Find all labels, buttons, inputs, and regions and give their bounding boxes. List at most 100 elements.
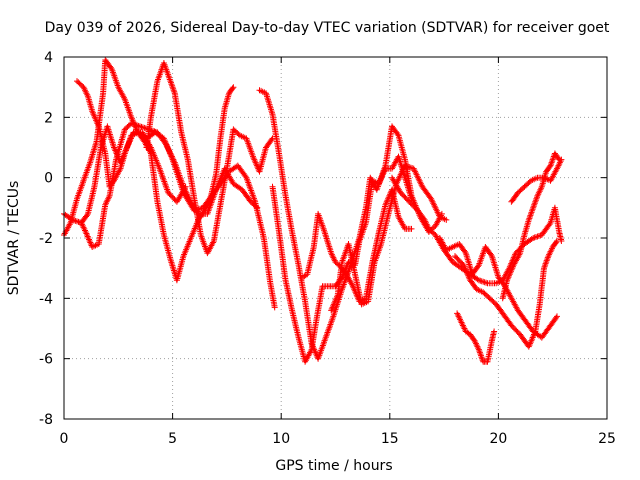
series-segment-markers (185, 158, 197, 201)
series-segment-markers (539, 323, 553, 340)
y-tick-label: 4 (44, 50, 53, 66)
series-segment-markers (500, 266, 512, 282)
series-segment-markers (116, 85, 127, 101)
series-segment-markers (494, 278, 505, 286)
series-segment-markers (454, 311, 464, 324)
series-segment-markers (384, 165, 394, 172)
y-tick-label: -6 (39, 352, 53, 368)
series-segment-markers (75, 79, 86, 89)
series-segment-markers (554, 158, 564, 171)
x-tick-label: 5 (168, 431, 177, 447)
x-tick-label: 25 (598, 431, 616, 447)
chart-title: Day 039 of 2026, Sidereal Day-to-day VTE… (45, 20, 610, 36)
series-segment-markers (428, 197, 442, 219)
x-tick-label: 0 (60, 431, 69, 447)
series-segment-markers (81, 161, 93, 182)
series-segment-markers (258, 87, 268, 96)
series-segment-markers (472, 339, 482, 352)
series-segment-markers (256, 146, 269, 173)
series-segment-markers (79, 221, 88, 234)
series-segment-markers (174, 254, 186, 282)
series-segment-markers (213, 137, 224, 176)
series-segment-markers (328, 251, 338, 264)
series-segment-markers (517, 233, 528, 255)
series-segment-markers (357, 221, 369, 243)
data-point-marker (254, 204, 261, 211)
series-segment-markers (168, 79, 178, 95)
series-segment-markers (81, 85, 91, 98)
series-segment-markers (457, 242, 468, 255)
series-segment-markers (235, 163, 249, 180)
series-segment-markers (363, 179, 376, 225)
series-segment-markers (123, 121, 133, 132)
series-segment-markers (461, 263, 473, 282)
series-segment-markers (308, 321, 319, 351)
series-segment-markers (522, 317, 536, 334)
x-tick-label: 10 (272, 431, 290, 447)
series-segment-markers (352, 272, 365, 306)
series-segment-markers (536, 174, 546, 181)
series-segment-markers (500, 311, 514, 328)
series-segment-markers (385, 182, 399, 219)
series-segment-markers (463, 251, 475, 276)
series-segment-markers (451, 260, 463, 271)
series-segment-markers (122, 97, 134, 119)
series-segment-markers (302, 300, 315, 345)
series-segment-markers (396, 215, 408, 231)
series-segment-markers (172, 161, 186, 189)
series-segment-markers (103, 194, 112, 207)
series-segment-markers (206, 173, 219, 204)
series-segment-markers (87, 140, 100, 164)
series-segment-markers (535, 185, 545, 198)
series-segment-markers (261, 236, 274, 285)
series-segment-markers (289, 230, 302, 267)
series-segment-markers (321, 283, 331, 290)
series-segment-markers (85, 185, 97, 216)
series-segment-markers (315, 212, 327, 234)
series-segment-markers (322, 230, 334, 255)
data-point-marker (230, 84, 237, 91)
series-segment-markers (389, 124, 401, 138)
series-segment-markers (416, 209, 427, 222)
series-segment-markers (396, 134, 408, 161)
series-segment-markers (438, 214, 448, 223)
series-segment-markers (411, 167, 425, 189)
series-segment-markers (269, 113, 282, 155)
series-segment-markers (161, 61, 173, 83)
series-segment-markers (83, 230, 95, 249)
series-segment-markers (148, 79, 161, 119)
series-segment-markers (263, 136, 275, 150)
y-tick-label: -4 (39, 291, 53, 307)
series-segment-markers (181, 185, 195, 207)
data-point-marker (554, 313, 560, 320)
series-segment-markers (103, 58, 114, 71)
series-segment-markers (328, 293, 340, 312)
series-segment-markers (402, 176, 414, 201)
series-segment-markers (304, 245, 317, 276)
series-segment-markers (509, 191, 520, 204)
series-segment-markers (546, 245, 555, 258)
series-track-11 (436, 235, 560, 341)
series-segment-markers (536, 266, 547, 306)
series-segment-markers (550, 239, 560, 249)
series-segment-markers (470, 263, 481, 276)
series-segment-markers (477, 277, 490, 286)
series-track-3 (74, 78, 261, 284)
series-segment-markers (541, 254, 551, 270)
series-segment-markers (161, 233, 173, 261)
series-track-12 (452, 238, 560, 350)
data-point-marker (271, 304, 278, 311)
series-segment-markers (372, 242, 384, 264)
series-segment-markers (376, 167, 388, 186)
data-points (61, 57, 565, 365)
series-segment-markers (263, 91, 275, 116)
series-segment-markers (464, 329, 472, 337)
series-segment-markers (96, 203, 108, 246)
series-segment-markers (301, 272, 309, 280)
y-axis-label: SDTVAR / TECUs (6, 181, 22, 296)
series-segment-markers (516, 184, 527, 195)
data-point-marker (554, 238, 560, 244)
series-segment-markers (352, 239, 363, 267)
series-segment-markers (548, 167, 560, 183)
